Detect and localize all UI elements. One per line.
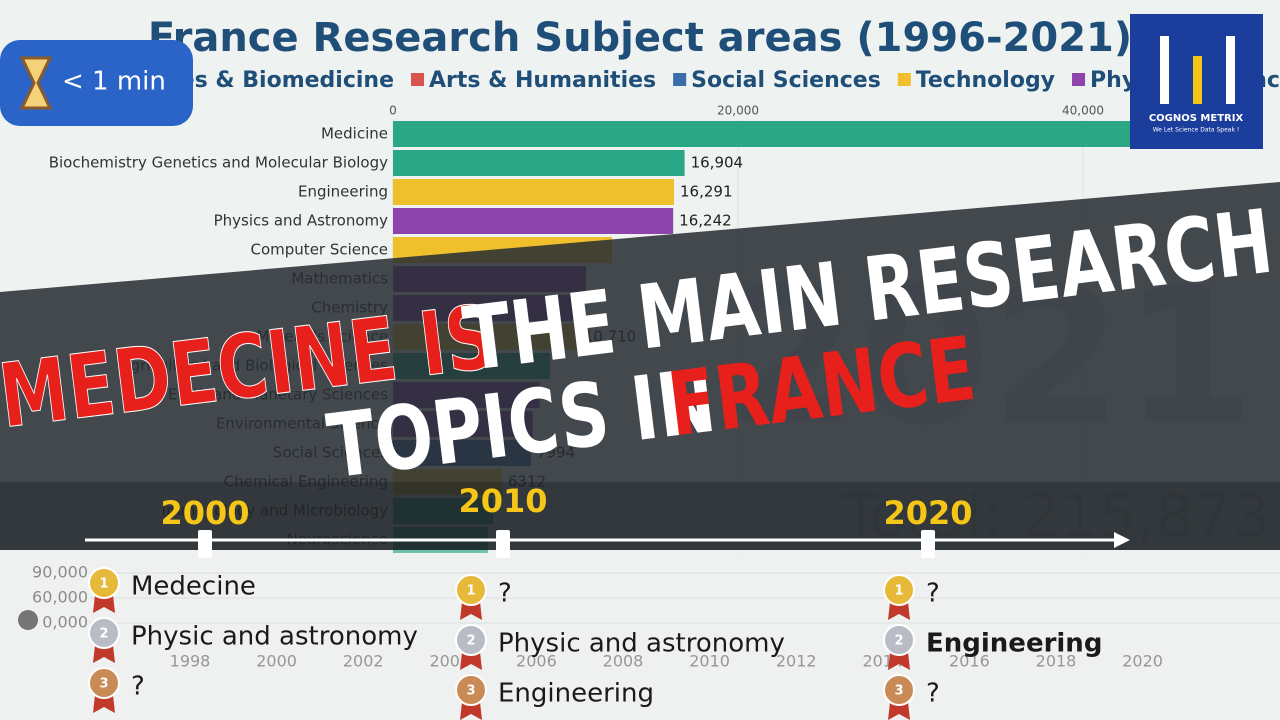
bar — [393, 208, 674, 234]
medal — [88, 567, 120, 599]
medal — [883, 624, 915, 656]
timeline-year: 2020 — [883, 494, 972, 532]
logo-name: COGNOS METRIX — [1149, 113, 1244, 124]
arrowhead — [1114, 532, 1130, 548]
x-tick-label: 0 — [389, 104, 397, 118]
rank-text: Medecine — [131, 572, 256, 602]
medal-rank: 1 — [894, 584, 903, 599]
x-tick-label: 2012 — [776, 652, 817, 671]
legend-label: Arts & Humanities — [429, 68, 656, 93]
legend-label: Technology — [916, 68, 1055, 93]
medal-rank: 3 — [894, 684, 903, 699]
medal-ribbon — [460, 602, 482, 620]
medal-rank: 3 — [99, 677, 108, 692]
x-tick-label: 2016 — [949, 652, 990, 671]
x-tick-label: 2018 — [1036, 652, 1077, 671]
timeline-year: 2010 — [458, 482, 547, 520]
medal-rank: 3 — [466, 684, 475, 699]
medal-ribbon — [888, 602, 910, 620]
timeline-marker — [198, 530, 212, 558]
hourglass-icon — [19, 56, 53, 110]
medal-ribbon — [93, 645, 115, 663]
medal — [883, 574, 915, 606]
x-tick-label: 2000 — [256, 652, 297, 671]
bar — [393, 179, 675, 205]
category-label: Computer Science — [251, 241, 388, 259]
medal — [455, 674, 487, 706]
timer-text: < 1 min — [62, 67, 166, 97]
category-label: Biochemistry Genetics and Molecular Biol… — [49, 154, 388, 172]
rank-text: ? — [926, 579, 940, 609]
category-label: Medicine — [321, 125, 388, 143]
lower-veil — [0, 550, 1280, 720]
x-tick-label: 1998 — [170, 652, 211, 671]
medal — [883, 674, 915, 706]
medal — [455, 624, 487, 656]
x-tick-label: 2004 — [429, 652, 470, 671]
value-label: 16,291 — [680, 183, 733, 201]
logo-bar — [1160, 36, 1169, 104]
legend-label: Social Sciences — [691, 68, 881, 93]
medal-ribbon — [93, 595, 115, 613]
category-label: Physics and Astronomy — [214, 212, 388, 230]
legend-swatch — [411, 73, 425, 86]
rank-text: Engineering — [498, 679, 654, 709]
medal-rank: 2 — [894, 634, 903, 649]
bar — [393, 121, 1152, 147]
rank-text: ? — [131, 672, 145, 702]
medal — [455, 574, 487, 606]
logo-bar — [1226, 36, 1235, 104]
medal-ribbon — [460, 702, 482, 720]
bar — [393, 150, 685, 176]
medal-ribbon — [460, 652, 482, 670]
medal-rank: 2 — [99, 627, 108, 642]
logo-tagline: We Let Science Data Speak ! — [1153, 127, 1240, 134]
rank-text: ? — [498, 579, 512, 609]
medal-ribbon — [93, 695, 115, 713]
x-tick-label: 2020 — [1122, 652, 1163, 671]
x-tick-label: 2008 — [603, 652, 644, 671]
legend-swatch — [673, 73, 687, 86]
medal — [88, 667, 120, 699]
medal-rank: 1 — [466, 584, 475, 599]
x-tick-label: 40,000 — [1062, 104, 1104, 118]
medal-ribbon — [888, 652, 910, 670]
timeline-marker — [496, 530, 510, 558]
legend-swatch — [1072, 73, 1086, 86]
x-tick-label: 2002 — [343, 652, 384, 671]
medal — [88, 617, 120, 649]
x-tick-label: 2010 — [689, 652, 730, 671]
chart-title: France Research Subject areas (1996-2021… — [148, 15, 1132, 61]
dark-overlay — [0, 182, 1280, 482]
legend-swatch — [897, 73, 911, 86]
medal-ribbon — [888, 702, 910, 720]
y-tick-label: 60,000 — [32, 588, 88, 607]
value-label: 16,242 — [679, 212, 732, 230]
value-label: 16,904 — [691, 154, 744, 172]
x-tick-label: 2006 — [516, 652, 557, 671]
y-tick-label: 0,000 — [42, 613, 88, 632]
y-tick-label: 90,000 — [32, 563, 88, 582]
category-label: Engineering — [298, 183, 388, 201]
rank-text: ? — [926, 679, 940, 709]
timeline-year: 2000 — [160, 494, 249, 532]
medal-rank: 1 — [99, 577, 108, 592]
play-button — [18, 610, 38, 630]
rank-text: Physic and astronomy — [498, 629, 785, 659]
rank-text: Engineering — [926, 629, 1102, 659]
timeline-marker — [921, 530, 935, 558]
rank-text: Physic and astronomy — [131, 622, 418, 652]
medal-rank: 2 — [466, 634, 475, 649]
x-tick-label: 20,000 — [717, 104, 759, 118]
logo-bar — [1193, 56, 1202, 104]
